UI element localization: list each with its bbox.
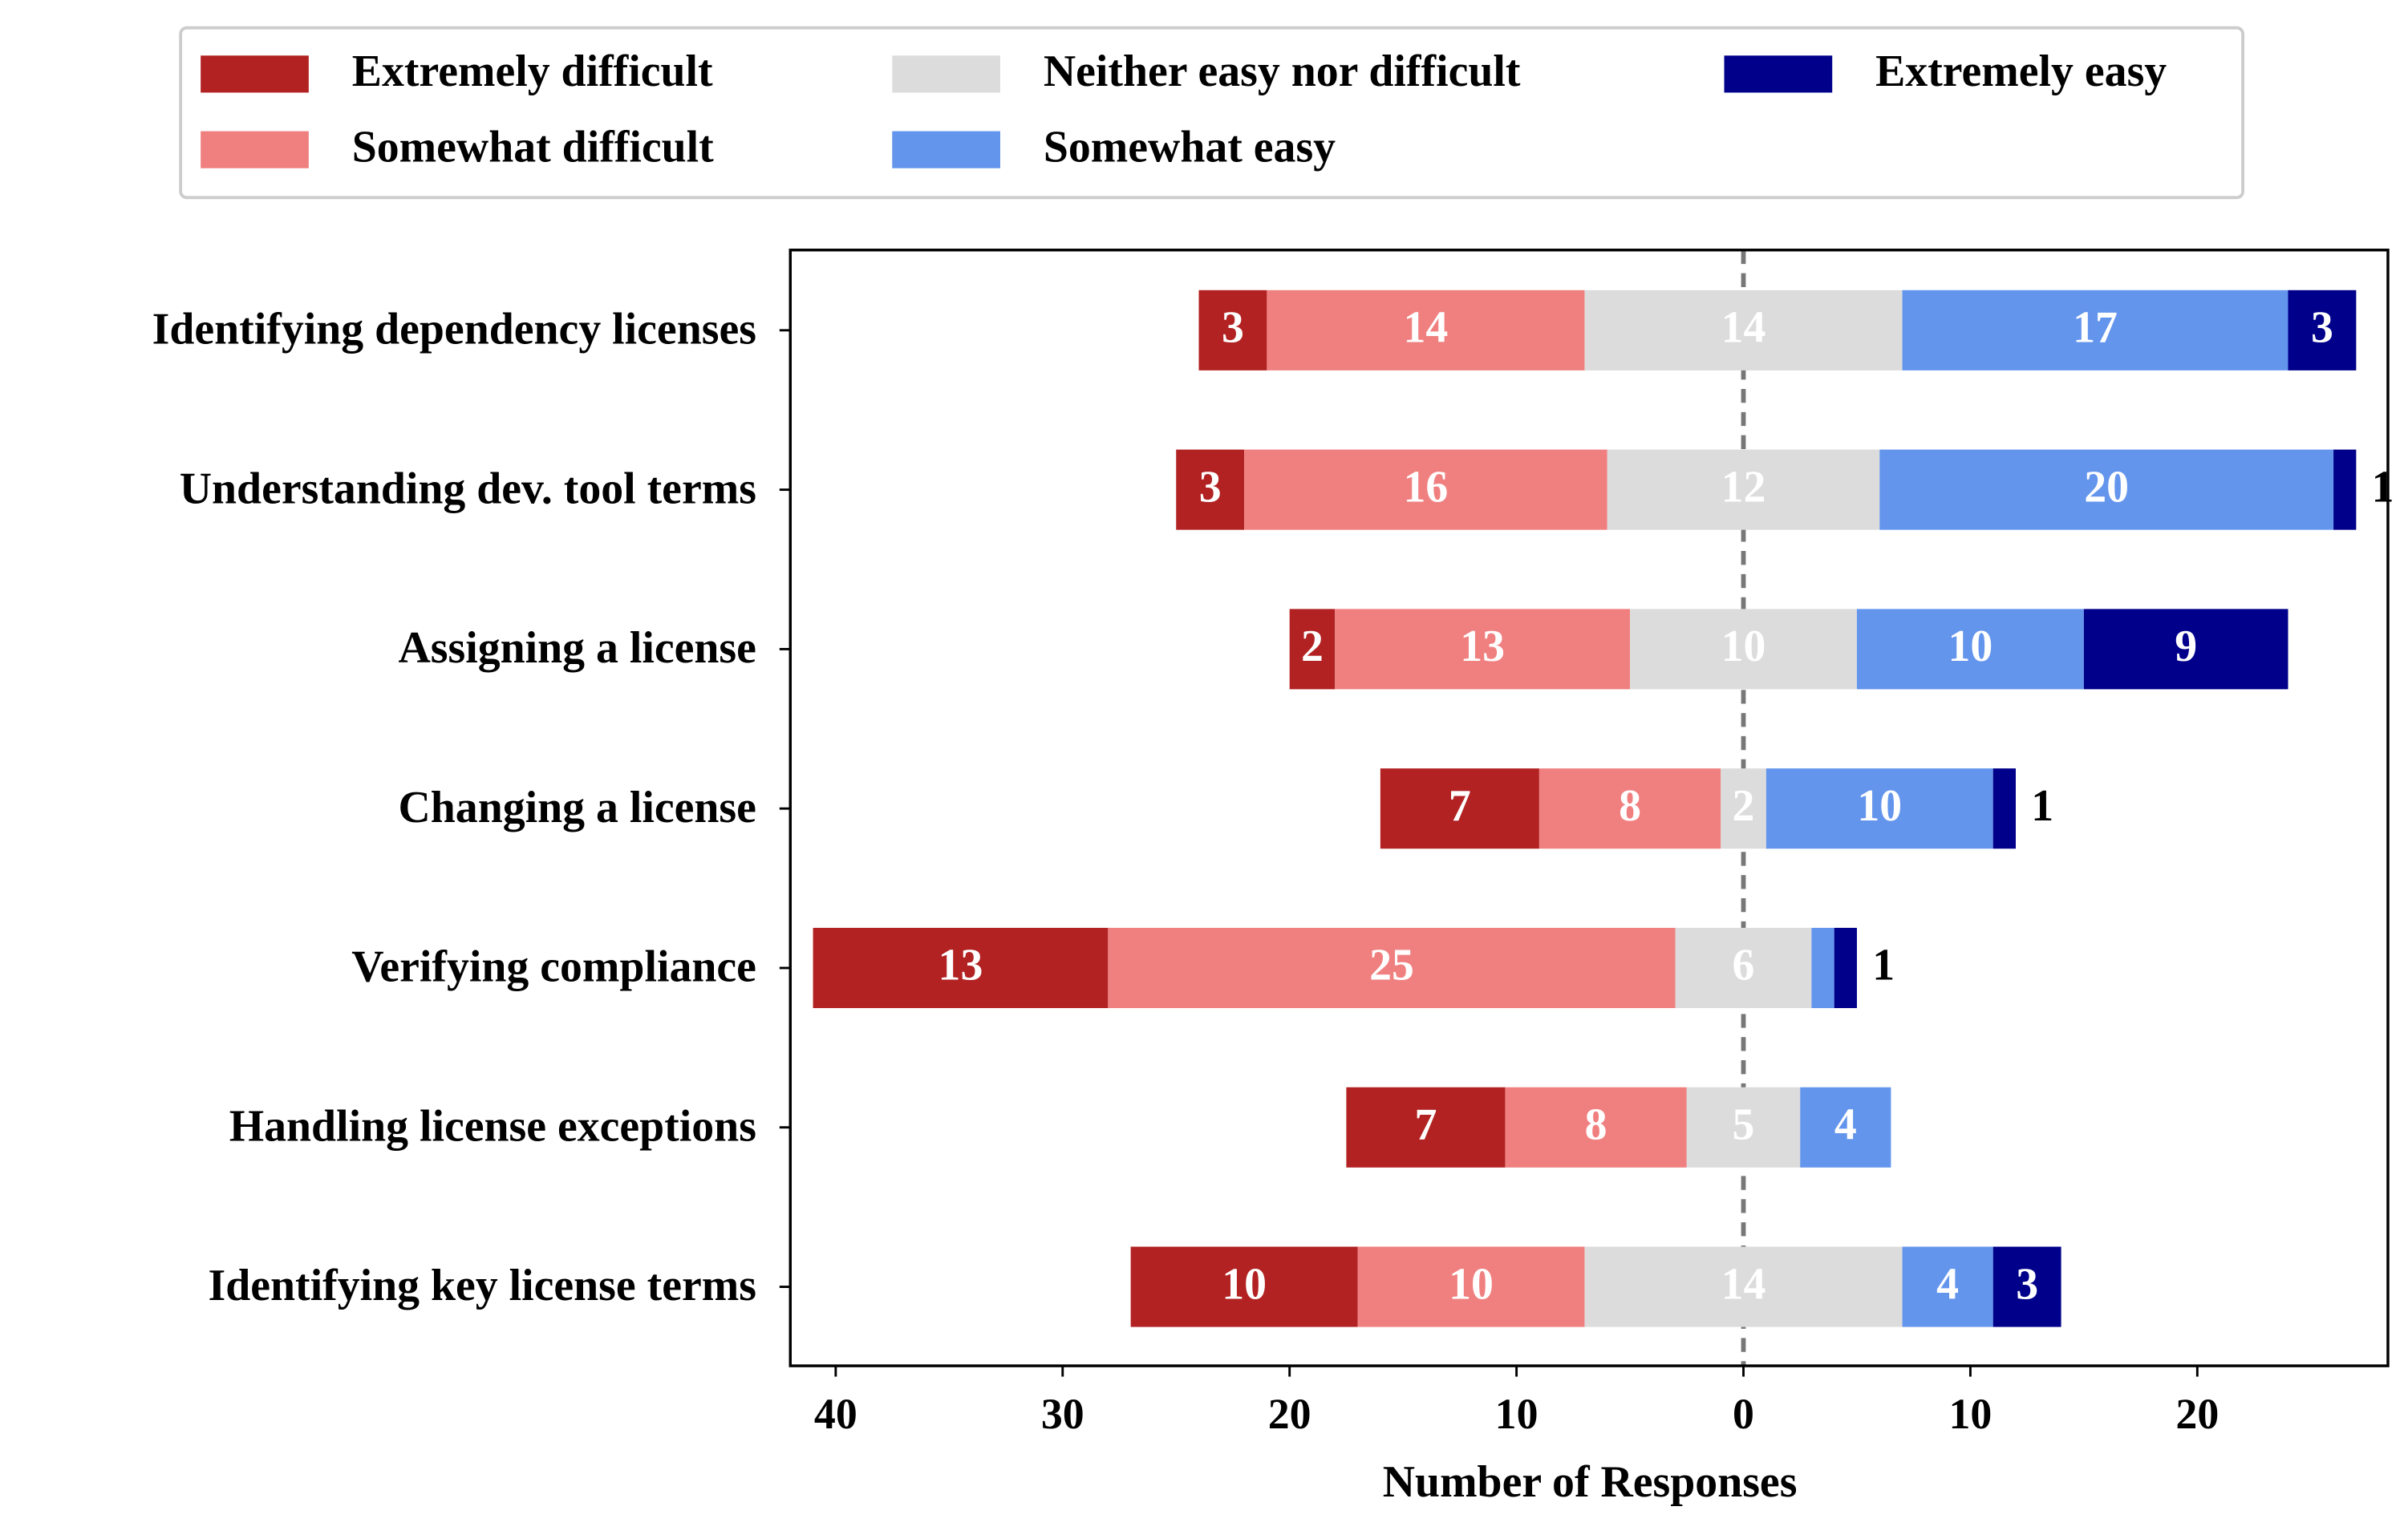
bar-segment: [813, 927, 1109, 1009]
bar-segment: [1721, 768, 1766, 849]
data-label: 14: [1721, 303, 1766, 353]
y-tick-label: Identifying key license terms: [208, 1261, 756, 1310]
data-label: 25: [1369, 941, 1414, 990]
x-tick-label: 20: [2175, 1390, 2219, 1438]
x-tick-label: 40: [814, 1390, 857, 1438]
bar-segment: [1538, 768, 1721, 849]
bar-segment: [1198, 290, 1267, 371]
x-tick-label: 30: [1041, 1390, 1084, 1438]
legend-label: Somewhat easy: [1044, 122, 1336, 172]
bar-segment: [1686, 1087, 1801, 1168]
data-label: 17: [2073, 303, 2118, 353]
data-label: 20: [2084, 462, 2129, 512]
legend-swatch: [892, 55, 1000, 93]
bar-segment: [1346, 1087, 1506, 1168]
data-label: 2: [1301, 622, 1324, 671]
bar-segment: [1267, 290, 1585, 371]
data-label: 7: [1414, 1100, 1437, 1149]
data-label: 1: [2372, 462, 2394, 512]
bar-segment: [1244, 449, 1607, 530]
data-label: 3: [2016, 1259, 2038, 1309]
y-tick-label: Verifying compliance: [351, 942, 756, 992]
bar-segment: [1902, 1246, 1993, 1327]
data-label: 4: [1834, 1100, 1857, 1149]
x-tick-label: 0: [1733, 1390, 1754, 1438]
data-label: 10: [1857, 781, 1902, 831]
bar-segment: [1800, 1087, 1891, 1168]
y-tick-label: Identifying dependency licenses: [152, 304, 756, 354]
data-label: 9: [2175, 622, 2197, 671]
bar-segment: [1856, 609, 2084, 690]
bar-segment: [1335, 609, 1631, 690]
legend-swatch: [201, 55, 309, 93]
bar-segment: [1108, 927, 1676, 1009]
bar-segment: [1992, 1246, 2061, 1327]
bar-segment: [1505, 1087, 1687, 1168]
bar-segment: [1584, 290, 1903, 371]
x-tick-label: 20: [1268, 1390, 1311, 1438]
bar-segment: [1675, 927, 1812, 1009]
legend-swatch: [201, 131, 309, 168]
bar-segment: [1176, 449, 1245, 530]
bar-segment: [1607, 449, 1880, 530]
bar-segment: [1811, 927, 1834, 1009]
bar-segment: [1630, 609, 1857, 690]
bar-segment: [1584, 1246, 1903, 1327]
data-label: 10: [1948, 622, 1993, 671]
data-label: 13: [938, 941, 983, 990]
data-label: 8: [1585, 1100, 1607, 1149]
data-label: 6: [1733, 941, 1755, 990]
data-label: 14: [1721, 1259, 1766, 1309]
legend-swatch: [892, 131, 1000, 168]
bar-segment: [1902, 290, 2288, 371]
bar-segment: [1357, 1246, 1585, 1327]
y-tick-label: Changing a license: [398, 783, 756, 832]
data-label: 8: [1619, 781, 1641, 831]
data-label: 7: [1449, 781, 1471, 831]
data-label: 3: [1222, 303, 1244, 353]
legend-label: Extremely easy: [1875, 47, 2167, 96]
x-tick-label: 10: [1948, 1390, 1992, 1438]
bar-segment: [1130, 1246, 1358, 1327]
y-tick-label: Understanding dev. tool terms: [180, 464, 756, 513]
legend-label: Extremely difficult: [352, 47, 713, 96]
legend-swatch: [1724, 55, 1833, 93]
data-label: 10: [1222, 1259, 1267, 1309]
y-tick-label: Handling license exceptions: [229, 1101, 756, 1151]
bar-segment: [2083, 609, 2288, 690]
data-label: 1: [2031, 781, 2053, 831]
data-label: 14: [1404, 303, 1449, 353]
bar-segment: [1992, 768, 2017, 849]
legend-label: Somewhat difficult: [352, 122, 714, 172]
data-label: 4: [1936, 1259, 1959, 1309]
data-label: 13: [1460, 622, 1505, 671]
x-axis-label: Number of Responses: [1383, 1457, 1798, 1507]
bar-segment: [2288, 290, 2357, 371]
data-label: 3: [1199, 462, 1222, 512]
bar-segment: [1879, 449, 2334, 530]
data-label: 10: [1449, 1259, 1494, 1309]
plot-frame: [788, 249, 2390, 1367]
data-label: 10: [1721, 622, 1766, 671]
bar-segment: [2333, 449, 2357, 530]
bar-segment: [1765, 768, 1993, 849]
data-label: 3: [2311, 303, 2333, 353]
data-label: 2: [1733, 781, 1755, 831]
data-label: 5: [1733, 1100, 1755, 1149]
x-tick-label: 10: [1495, 1390, 1538, 1438]
bar-segment: [1380, 768, 1539, 849]
data-label: 16: [1404, 462, 1449, 512]
data-label: 1: [1872, 941, 1895, 990]
bar-segment: [1289, 609, 1336, 690]
legend-label: Neither easy nor difficult: [1044, 47, 1521, 96]
bar-segment: [1834, 927, 1857, 1009]
y-tick-label: Assigning a license: [398, 623, 756, 673]
data-label: 12: [1721, 462, 1766, 512]
